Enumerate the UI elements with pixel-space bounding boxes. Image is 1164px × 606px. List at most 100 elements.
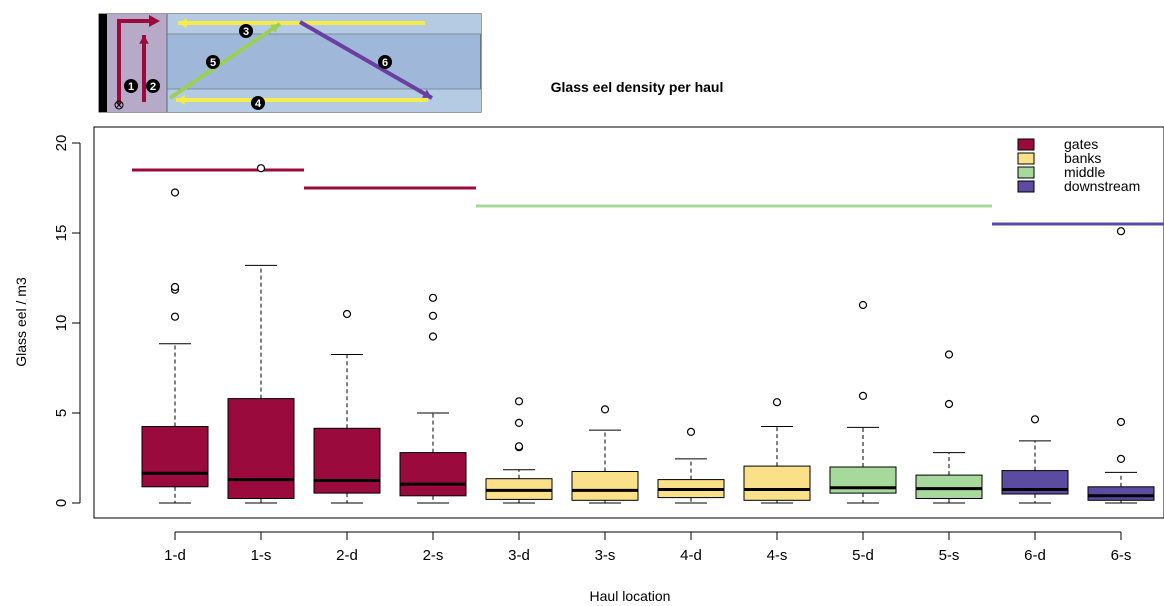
haul-marker-label: 5	[210, 57, 216, 69]
plot-area	[93, 126, 1164, 519]
box-2-s	[399, 293, 467, 504]
haul-marker-label: 3	[243, 26, 249, 38]
haul-6-arrow	[299, 20, 433, 100]
gate-wall	[99, 14, 107, 112]
box-2-d	[313, 309, 381, 504]
y-axis-title: Glass eel / m3	[13, 277, 29, 367]
haul-6-arrow-head	[422, 89, 432, 98]
y-axis: 0 5 10 15 20	[53, 135, 81, 507]
haul-marker-label: 6	[382, 57, 388, 69]
box-body	[571, 471, 639, 501]
haul-4-arrow-head	[176, 95, 185, 105]
outlier-point	[256, 164, 266, 173]
outlier-point	[170, 282, 180, 292]
box-6-d	[1001, 415, 1069, 504]
box-4-d	[657, 427, 725, 504]
sampler-icon-stroke	[115, 101, 123, 109]
box-body	[313, 427, 381, 494]
outlier-point	[858, 391, 868, 400]
legend-label-banks: banks	[1064, 150, 1101, 166]
legend-swatch-banks	[1017, 152, 1035, 165]
outlier-point	[1030, 415, 1040, 424]
haul-marker-label: 2	[150, 81, 156, 93]
outlier-point	[686, 427, 696, 436]
outlier-point	[1116, 417, 1126, 427]
x-tick-label: 5-d	[852, 547, 874, 564]
circled-x-icon	[114, 100, 124, 110]
outlier-point	[170, 188, 180, 197]
legend-label-gates: gates	[1064, 136, 1098, 152]
haul-marker-label: 4	[255, 98, 262, 110]
haul-marker-label: 1	[128, 81, 134, 93]
box-body	[743, 465, 811, 501]
box-body	[141, 426, 209, 488]
y-tick-label: 20	[53, 135, 70, 152]
legend-label-middle: middle	[1064, 164, 1105, 180]
haul-marker-3	[239, 24, 253, 38]
box-1-s	[227, 164, 295, 504]
outlier-point	[514, 418, 524, 427]
x-tick-label: 2-d	[336, 547, 358, 564]
y-tick-label: 15	[53, 225, 70, 242]
haul-location-diagram: 1 2 3 4 5 6	[98, 13, 482, 113]
haul-2-arrow-head	[139, 35, 149, 44]
legend-swatch-middle	[1017, 166, 1035, 179]
outlier-point	[428, 332, 438, 341]
y-tick-label: 5	[53, 409, 70, 417]
haul-marker-2	[146, 79, 160, 93]
haul-markers: 1 2 3 4 5 6	[114, 24, 392, 110]
x-tick-label: 4-s	[767, 547, 788, 564]
outlier-point	[772, 398, 782, 407]
x-tick-label: 5-s	[939, 547, 960, 564]
outlier-point	[342, 309, 352, 319]
x-tick-label: 3-s	[595, 547, 616, 564]
outlier-point	[600, 405, 610, 414]
haul-marker-6	[378, 55, 392, 69]
outlier-point	[170, 312, 180, 321]
x-tick-label: 1-s	[251, 547, 272, 564]
outlier-point	[514, 397, 524, 406]
outlier-point	[428, 293, 438, 302]
x-tick-label: 2-s	[423, 547, 444, 564]
haul-5-arrow-head	[270, 24, 280, 33]
x-tick-label: 3-d	[508, 547, 530, 564]
gates-zone	[107, 14, 167, 112]
legend-swatch-downstream	[1017, 180, 1035, 193]
haul-5-arrow	[168, 22, 282, 100]
outlier-point	[858, 300, 868, 310]
outlier-point	[1116, 227, 1126, 236]
outlier-point	[1116, 454, 1126, 463]
box-4-s	[743, 398, 811, 504]
x-axis: 1-d 1-s 2-d 2-s 3-d 3-s 4-d 4-s 5-d 5-s 6-d 6-s	[164, 531, 1132, 564]
chart-title: Glass eel density per haul	[551, 79, 724, 95]
box-body	[915, 474, 983, 500]
box-3-s	[571, 405, 639, 504]
legend-swatch-gates	[1017, 138, 1035, 151]
box-5-d	[829, 300, 897, 504]
y-tick-label: 0	[53, 499, 70, 507]
outlier-point	[944, 350, 954, 359]
box-3-d	[485, 397, 553, 504]
x-tick-label: 1-d	[164, 547, 186, 564]
haul-arrows	[117, 15, 433, 105]
y-tick-label: 10	[53, 315, 70, 332]
outlier-point	[514, 442, 524, 451]
haul-marker-1	[124, 79, 138, 93]
legend-label-downstream: downstream	[1064, 178, 1140, 194]
outlier-point	[944, 399, 954, 409]
x-tick-label: 4-d	[680, 547, 702, 564]
box-body	[1087, 486, 1155, 501]
x-tick-label: 6-s	[1111, 547, 1132, 564]
box-6-s	[1087, 227, 1155, 504]
box-5-s	[915, 350, 983, 504]
haul-marker-5	[206, 55, 220, 69]
box-body	[399, 452, 467, 497]
haul-3-arrow-head	[178, 18, 187, 28]
haul-marker-4	[251, 96, 265, 110]
x-axis-title: Haul location	[590, 588, 671, 604]
box-body	[227, 398, 295, 500]
haul-1-arrow-head	[149, 15, 160, 27]
box-1-d	[141, 188, 209, 504]
